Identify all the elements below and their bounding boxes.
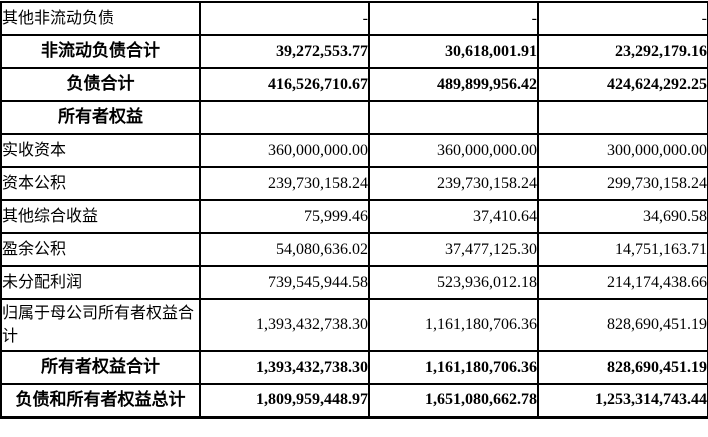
value-cell: 416,526,710.67 (199, 67, 370, 102)
table-row-equity-attributable-to-parent: 归属于母公司所有者权益合计 1,393,432,738.30 1,161,180… (0, 298, 708, 352)
row-label: 非流动负债合计 (0, 34, 201, 69)
row-label: 负债合计 (0, 67, 201, 102)
value-cell: 828,690,451.19 (537, 350, 708, 385)
value-cell: - (537, 1, 708, 36)
value-cell: 1,161,180,706.36 (368, 298, 539, 352)
balance-sheet-table: 其他非流动负债 - - - 非流动负债合计 39,272,553.77 30,6… (0, 1, 708, 419)
value-cell: 828,690,451.19 (537, 298, 708, 352)
table-row-total-owners-equity: 所有者权益合计 1,393,432,738.30 1,161,180,706.3… (0, 350, 708, 385)
value-cell: 1,809,959,448.97 (199, 383, 370, 419)
table-row-other-comprehensive-income: 其他综合收益 75,999.46 37,410.64 34,690.58 (0, 199, 708, 234)
section-label: 所有者权益 (0, 100, 201, 135)
table-row-total-liabilities-and-equity: 负债和所有者权益总计 1,809,959,448.97 1,651,080,66… (0, 383, 708, 419)
value-cell: 1,393,432,738.30 (199, 298, 370, 352)
table-row-capital-reserve: 资本公积 239,730,158.24 239,730,158.24 299,7… (0, 166, 708, 201)
value-cell: - (368, 1, 539, 36)
row-label: 其他非流动负债 (0, 1, 201, 36)
table-row-surplus-reserve: 盈余公积 54,080,636.02 37,477,125.30 14,751,… (0, 232, 708, 267)
value-cell (537, 100, 708, 135)
value-cell: 30,618,001.91 (368, 34, 539, 69)
value-cell: 299,730,158.24 (537, 166, 708, 201)
value-cell: 14,751,163.71 (537, 232, 708, 267)
value-cell: 239,730,158.24 (199, 166, 370, 201)
value-cell: 34,690.58 (537, 199, 708, 234)
table-row-total-noncurrent-liabilities: 非流动负债合计 39,272,553.77 30,618,001.91 23,2… (0, 34, 708, 69)
value-cell: - (199, 1, 370, 36)
row-label: 实收资本 (0, 133, 201, 168)
value-cell: 54,080,636.02 (199, 232, 370, 267)
value-cell: 300,000,000.00 (537, 133, 708, 168)
value-cell: 424,624,292.25 (537, 67, 708, 102)
value-cell: 1,161,180,706.36 (368, 350, 539, 385)
row-label: 盈余公积 (0, 232, 201, 267)
table-row-total-liabilities: 负债合计 416,526,710.67 489,899,956.42 424,6… (0, 67, 708, 102)
value-cell: 23,292,179.16 (537, 34, 708, 69)
table-row-retained-earnings: 未分配利润 739,545,944.58 523,936,012.18 214,… (0, 265, 708, 300)
row-label: 归属于母公司所有者权益合计 (0, 298, 201, 352)
value-cell (368, 100, 539, 135)
value-cell: 75,999.46 (199, 199, 370, 234)
value-cell: 1,393,432,738.30 (199, 350, 370, 385)
row-label: 未分配利润 (0, 265, 201, 300)
value-cell (199, 100, 370, 135)
value-cell: 489,899,956.42 (368, 67, 539, 102)
value-cell: 37,410.64 (368, 199, 539, 234)
row-label: 负债和所有者权益总计 (0, 383, 201, 419)
row-label: 其他综合收益 (0, 199, 201, 234)
value-cell: 739,545,944.58 (199, 265, 370, 300)
value-cell: 360,000,000.00 (368, 133, 539, 168)
table-row-paid-in-capital: 实收资本 360,000,000.00 360,000,000.00 300,0… (0, 133, 708, 168)
value-cell: 360,000,000.00 (199, 133, 370, 168)
value-cell: 1,651,080,662.78 (368, 383, 539, 419)
value-cell: 37,477,125.30 (368, 232, 539, 267)
value-cell: 214,174,438.66 (537, 265, 708, 300)
value-cell: 1,253,314,743.44 (537, 383, 708, 419)
value-cell: 39,272,553.77 (199, 34, 370, 69)
value-cell: 239,730,158.24 (368, 166, 539, 201)
row-label: 资本公积 (0, 166, 201, 201)
row-label: 所有者权益合计 (0, 350, 201, 385)
table-row-other-noncurrent-liabilities: 其他非流动负债 - - - (0, 1, 708, 36)
table-row-owners-equity-header: 所有者权益 (0, 100, 708, 135)
value-cell: 523,936,012.18 (368, 265, 539, 300)
